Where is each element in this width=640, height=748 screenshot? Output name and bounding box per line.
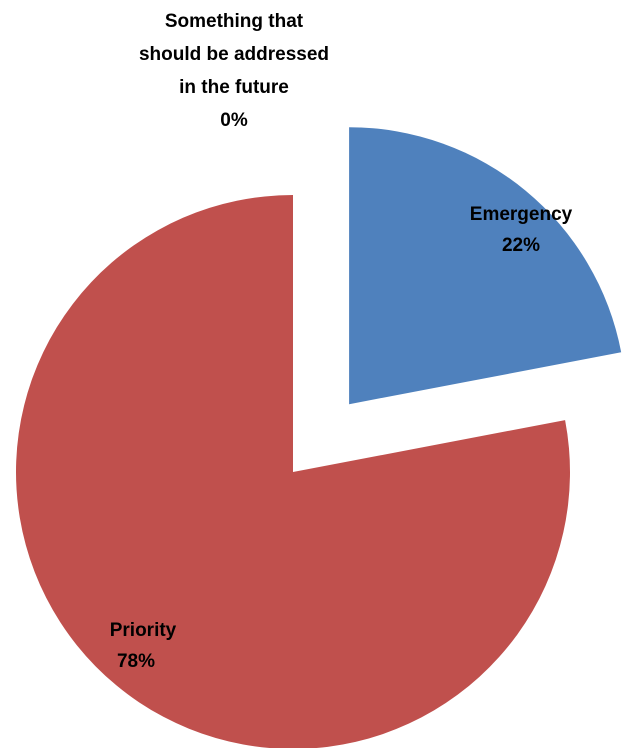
slice-pct-emergency: 22% (502, 235, 540, 256)
pie-slice-priority (16, 195, 570, 748)
pie-slice-emergency (349, 127, 622, 405)
slice-label-future-line2: should be addressed (139, 44, 329, 65)
slice-label-emergency: Emergency (470, 204, 573, 225)
slice-label-future-line1: Something that (165, 11, 304, 32)
slice-pct-priority: 78% (117, 651, 155, 672)
slice-label-future-line3: in the future (179, 77, 289, 98)
pie-slices (16, 127, 622, 748)
pie-labels: Something that should be addressed in th… (110, 11, 573, 672)
slice-label-priority: Priority (110, 620, 177, 641)
slice-pct-future: 0% (220, 110, 248, 131)
